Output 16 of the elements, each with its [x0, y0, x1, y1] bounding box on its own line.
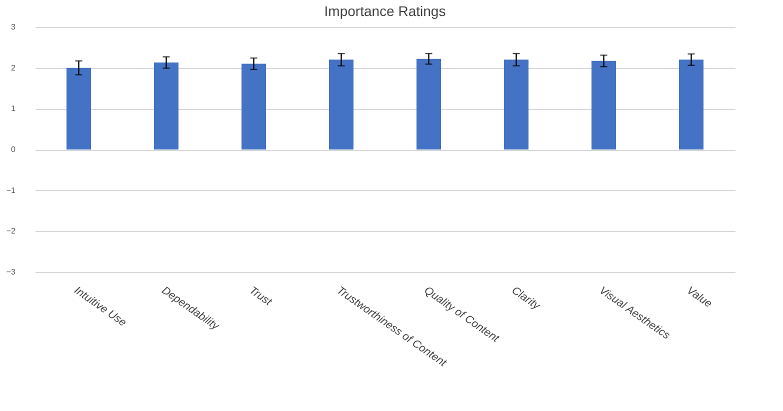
y-tick-label: −3 — [6, 268, 16, 276]
bar — [504, 60, 528, 150]
y-tick-label: 1 — [11, 104, 16, 114]
y-tick-label: 2 — [11, 63, 16, 72]
bar — [679, 60, 704, 150]
y-tick-label: −2 — [6, 226, 16, 236]
bar — [242, 64, 266, 150]
y-tick-label: 0 — [11, 145, 16, 154]
y-tick-label: −1 — [6, 186, 16, 195]
bar — [66, 68, 91, 150]
y-tick-label: 3 — [11, 22, 16, 32]
bar — [154, 62, 178, 150]
bar — [329, 60, 354, 150]
chart-title: Importance Ratings — [324, 3, 446, 19]
bar — [416, 58, 441, 150]
bar — [592, 60, 616, 150]
